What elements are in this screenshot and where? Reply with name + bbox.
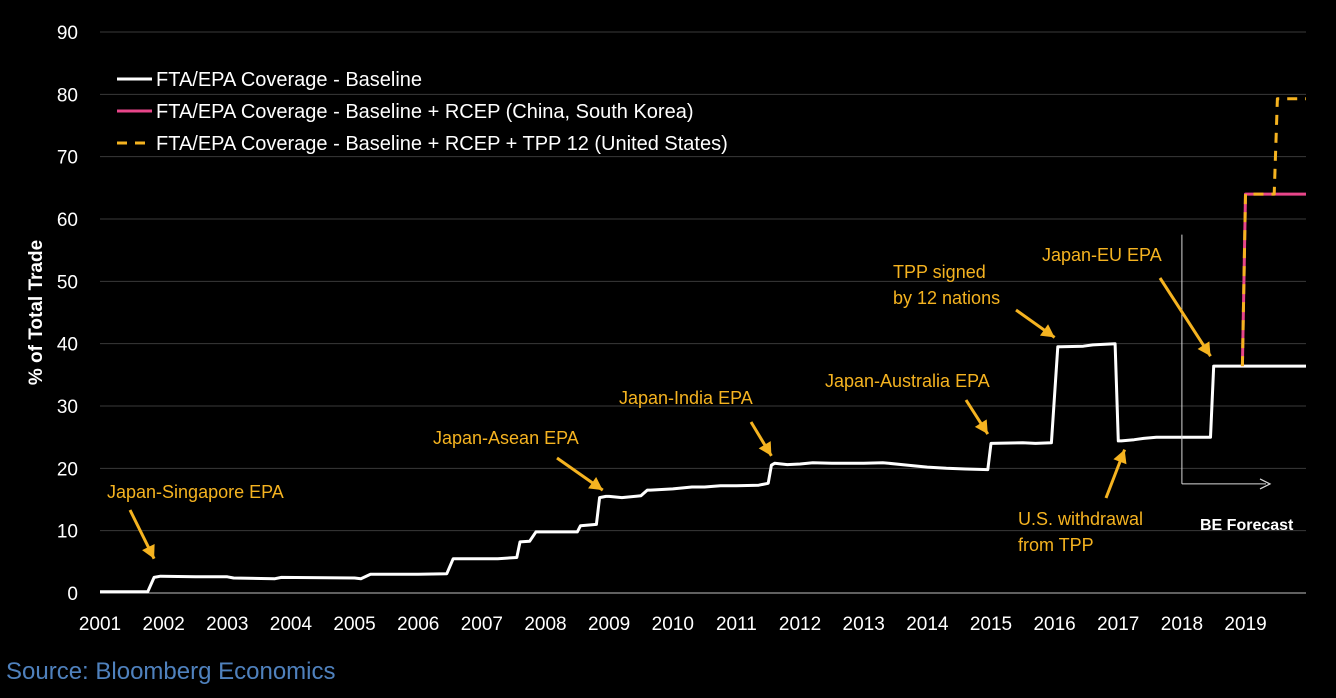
annotation-label: Japan-Australia EPA bbox=[825, 371, 990, 391]
y-tick-label: 70 bbox=[57, 148, 78, 169]
x-tick-label: 2004 bbox=[270, 614, 313, 635]
annotation-label: Japan-Asean EPA bbox=[433, 428, 579, 448]
x-tick-label: 2008 bbox=[524, 614, 566, 635]
y-tick-label: 40 bbox=[57, 335, 78, 356]
forecast-marker: BE Forecast bbox=[1181, 234, 1294, 534]
y-tick-label: 60 bbox=[57, 210, 78, 231]
x-tick-label: 2010 bbox=[652, 614, 694, 635]
series-line-3 bbox=[1240, 97, 1306, 367]
annotation-label: U.S. withdrawal bbox=[1018, 509, 1143, 529]
y-tick-label: 30 bbox=[57, 397, 78, 418]
x-tick-label: 2015 bbox=[970, 614, 1012, 635]
y-tick-label: 20 bbox=[57, 459, 78, 480]
y-tick-label: 90 bbox=[57, 23, 78, 44]
annotation-arrowhead bbox=[758, 441, 772, 456]
y-tick-label: 10 bbox=[57, 522, 78, 543]
forecast-arrow-head bbox=[1259, 478, 1272, 490]
annotation-arrowhead bbox=[142, 543, 155, 559]
annotation-label: TPP signed bbox=[893, 262, 986, 282]
annotation-arrowhead bbox=[588, 476, 603, 491]
gridlines bbox=[100, 31, 1306, 532]
annotation-arrowhead bbox=[1197, 341, 1211, 357]
annotation-arrow bbox=[1158, 277, 1212, 357]
y-axis-ticks: 0 10 20 30 40 50 60 70 80 90 bbox=[57, 23, 78, 605]
annotations: Japan-Singapore EPA Japan-Asean EPA Japan-… bbox=[107, 245, 1212, 560]
y-axis-label: % of Total Trade bbox=[26, 240, 47, 385]
x-tick-label: 2009 bbox=[588, 614, 630, 635]
x-tick-label: 2002 bbox=[143, 614, 185, 635]
x-axis-ticks: 2001 2002 2003 2004 2005 2006 2007 2008 2009 2010… bbox=[79, 614, 1267, 635]
annotation-arrowhead bbox=[1039, 324, 1055, 338]
y-tick-label: 50 bbox=[57, 272, 78, 293]
legend-entry: FTA/EPA Coverage - Baseline + RCEP + TPP… bbox=[156, 133, 728, 155]
annotation-label: Japan-EU EPA bbox=[1042, 245, 1162, 265]
x-tick-label: 2003 bbox=[206, 614, 248, 635]
x-tick-label: 2014 bbox=[906, 614, 949, 635]
x-tick-label: 2007 bbox=[461, 614, 503, 635]
x-tick-label: 2019 bbox=[1224, 614, 1266, 635]
chart: 0 10 20 30 40 50 60 70 80 90 2001 2002 2003 2004 2005… bbox=[26, 23, 1306, 635]
x-tick-label: 2017 bbox=[1097, 614, 1139, 635]
x-tick-label: 2011 bbox=[716, 614, 757, 635]
y-tick-label: 0 bbox=[67, 584, 78, 605]
x-tick-label: 2013 bbox=[843, 614, 885, 635]
annotation-label: by 12 nations bbox=[893, 288, 1000, 308]
series-lines bbox=[100, 97, 1306, 594]
annotation-label: from TPP bbox=[1018, 535, 1094, 555]
legend-entry: FTA/EPA Coverage - Baseline + RCEP (Chin… bbox=[156, 101, 693, 123]
legend-entry: FTA/EPA Coverage - Baseline bbox=[156, 69, 422, 91]
series-line-1 bbox=[100, 342, 1306, 594]
x-tick-label: 2018 bbox=[1161, 614, 1203, 635]
x-tick-label: 2001 bbox=[79, 614, 121, 635]
x-tick-label: 2016 bbox=[1033, 614, 1075, 635]
annotation-label: Japan-India EPA bbox=[619, 388, 753, 408]
x-tick-label: 2005 bbox=[333, 614, 375, 635]
forecast-label: BE Forecast bbox=[1200, 517, 1294, 534]
y-tick-label: 80 bbox=[57, 85, 78, 106]
annotation-arrowhead bbox=[974, 419, 988, 435]
source-note: Source: Bloomberg Economics bbox=[6, 658, 336, 685]
series-line-2 bbox=[1240, 192, 1306, 367]
annotation-arrowhead bbox=[1113, 449, 1127, 465]
x-tick-label: 2012 bbox=[779, 614, 821, 635]
annotation-label: Japan-Singapore EPA bbox=[107, 482, 284, 502]
x-tick-label: 2006 bbox=[397, 614, 439, 635]
legend: FTA/EPA Coverage - Baseline FTA/EPA Cover… bbox=[117, 69, 728, 155]
